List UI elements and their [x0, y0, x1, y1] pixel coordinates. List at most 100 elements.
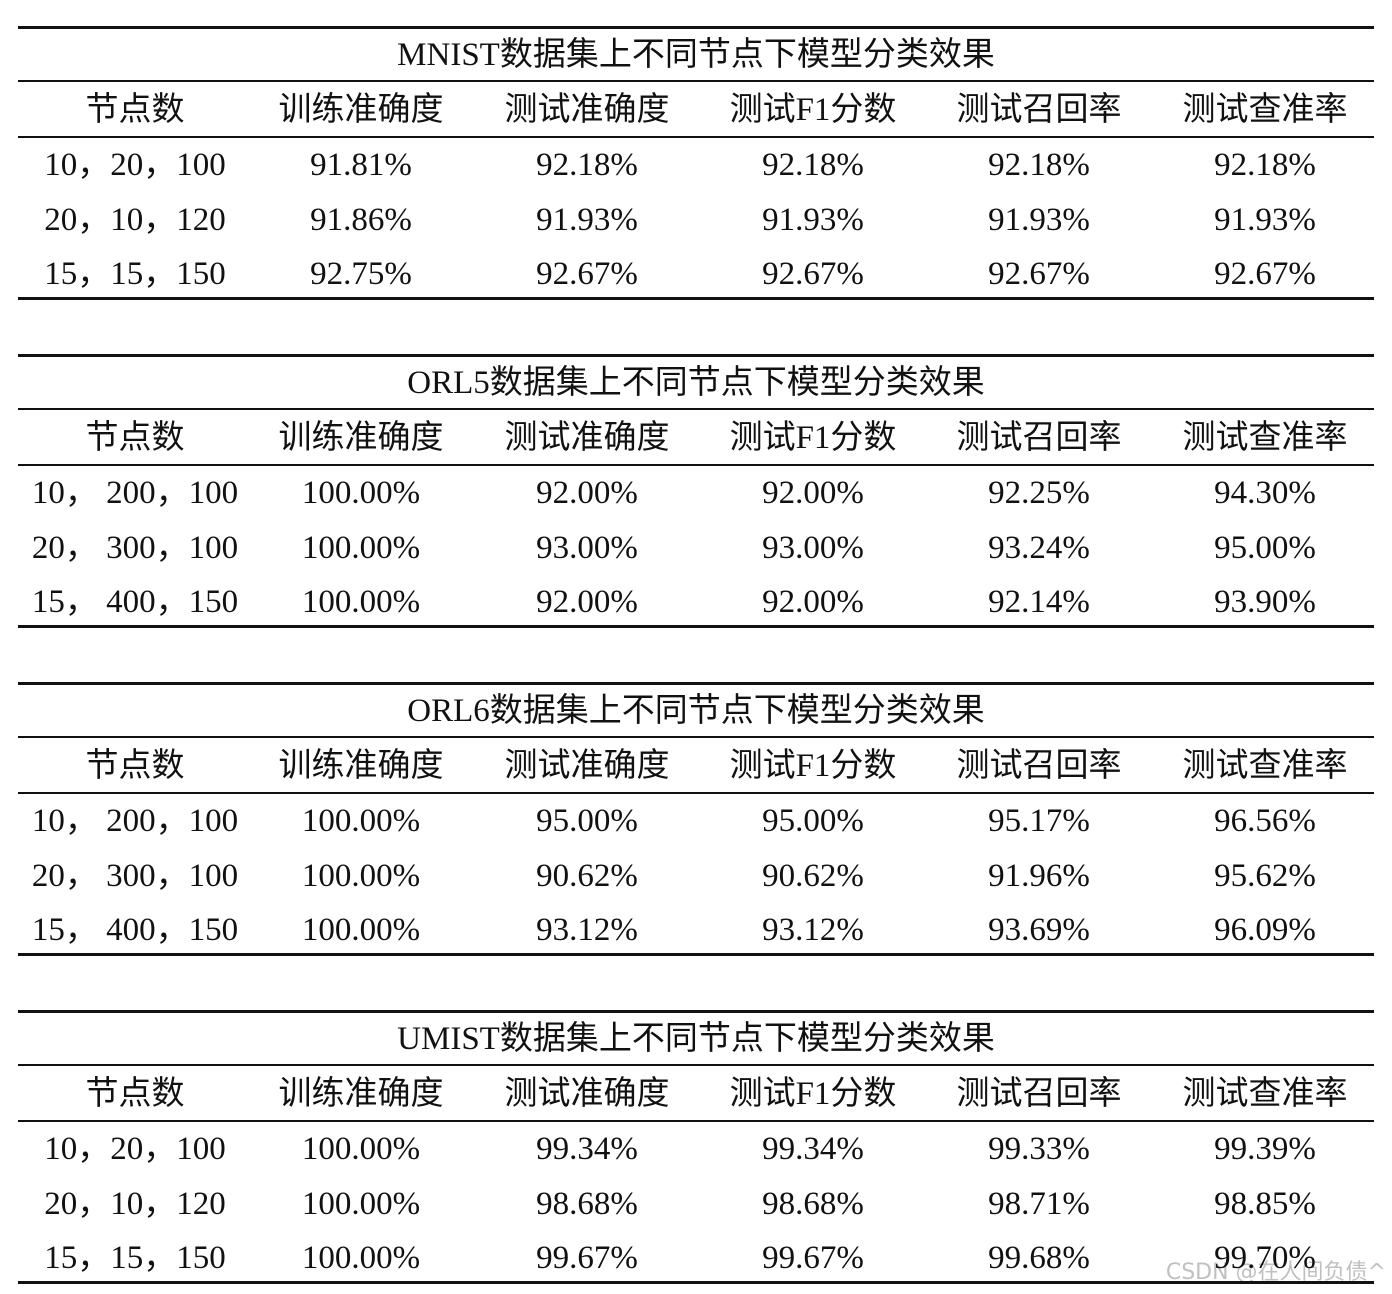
table-cell: 95.17% [988, 803, 1090, 839]
top-rule [18, 354, 1374, 357]
table-cell: 90.62% [536, 857, 638, 894]
table-cell: 100.00% [301, 584, 421, 620]
table-cell: 95.00% [762, 803, 864, 839]
header-cell: 测试F1分数 [729, 92, 897, 128]
table-cell: 90.62% [762, 857, 864, 894]
table-cell: 20， 300，100 [31, 529, 239, 566]
table-cell: 91.93% [762, 201, 864, 238]
table-cell: 10，20，100 [44, 1131, 226, 1167]
table-cell: 100.00% [301, 803, 421, 839]
table-cell: 100.00% [301, 1131, 421, 1167]
rule [18, 1120, 1374, 1122]
table-cell: 93.00% [762, 529, 864, 566]
table-cell: 92.14% [988, 584, 1090, 620]
header-cell: 测试F1分数 [729, 420, 897, 456]
table-cell: 10， 200，100 [31, 475, 239, 511]
table-title: ORL6数据集上不同节点下模型分类效果 [407, 693, 985, 729]
header-cell: 测试F1分数 [729, 748, 897, 784]
table-cell: 92.00% [536, 475, 638, 511]
rule [18, 792, 1374, 794]
table-cell: 92.75% [310, 256, 412, 292]
table-title: UMIST数据集上不同节点下模型分类效果 [397, 1021, 995, 1057]
table-cell: 93.12% [762, 912, 864, 948]
header-cell: 测试准确度 [504, 748, 670, 784]
table-cell: 93.90% [1214, 584, 1316, 620]
header-cell: 训练准确度 [278, 1076, 444, 1112]
header-cell: 节点数 [85, 1076, 185, 1112]
table-cell: 98.68% [762, 1185, 864, 1222]
header-cell: 节点数 [85, 92, 185, 128]
table-cell: 100.00% [301, 1185, 421, 1222]
table-cell: 20，10，120 [44, 201, 226, 238]
table-cell: 92.25% [988, 475, 1090, 511]
table-cell: 100.00% [301, 1240, 421, 1276]
top-rule [18, 26, 1374, 29]
header-cell: 节点数 [85, 748, 185, 784]
table-cell: 99.67% [762, 1240, 864, 1276]
table-cell: 92.67% [762, 256, 864, 292]
top-rule [18, 1010, 1374, 1013]
top-rule [18, 682, 1374, 685]
table-cell: 99.68% [988, 1240, 1090, 1276]
table-cell: 91.81% [310, 147, 412, 183]
table-cell: 93.24% [988, 529, 1090, 566]
table-cell: 96.56% [1214, 803, 1316, 839]
table-cell: 91.96% [988, 857, 1090, 894]
header-cell: 测试召回率 [956, 420, 1122, 456]
table-cell: 10， 200，100 [31, 803, 239, 839]
rule [18, 408, 1374, 410]
table-cell: 95.00% [1214, 529, 1316, 566]
header-cell: 测试准确度 [504, 420, 670, 456]
bottom-rule [18, 625, 1374, 628]
table-cell: 92.00% [536, 584, 638, 620]
table-cell: 91.86% [310, 201, 412, 238]
table-cell: 91.93% [988, 201, 1090, 238]
table-cell: 93.12% [536, 912, 638, 948]
table-cell: 98.85% [1214, 1185, 1316, 1222]
table-cell: 100.00% [301, 857, 421, 894]
table-cell: 99.39% [1214, 1131, 1316, 1167]
bottom-rule [18, 297, 1374, 300]
table-cell: 92.67% [988, 256, 1090, 292]
header-cell: 测试查准率 [1182, 420, 1348, 456]
table-cell: 96.09% [1214, 912, 1316, 948]
rule [18, 136, 1374, 138]
table-cell: 92.18% [1214, 147, 1316, 183]
rule [18, 1064, 1374, 1066]
table-cell: 95.62% [1214, 857, 1316, 894]
table-title: ORL5数据集上不同节点下模型分类效果 [407, 365, 985, 401]
table-cell: 99.33% [988, 1131, 1090, 1167]
rule [18, 80, 1374, 82]
table-cell: 20， 300，100 [31, 857, 239, 894]
table-cell: 100.00% [301, 912, 421, 948]
header-cell: 训练准确度 [278, 92, 444, 128]
table-cell: 92.00% [762, 584, 864, 620]
rule [18, 464, 1374, 466]
header-cell: 测试召回率 [956, 1076, 1122, 1112]
bottom-rule [18, 953, 1374, 956]
table-cell: 92.18% [988, 147, 1090, 183]
table-cell: 100.00% [301, 529, 421, 566]
table-cell: 95.00% [536, 803, 638, 839]
header-cell: 训练准确度 [278, 748, 444, 784]
table-cell: 10，20，100 [44, 147, 226, 183]
header-cell: 节点数 [85, 420, 185, 456]
header-cell: 测试召回率 [956, 92, 1122, 128]
table-title: MNIST数据集上不同节点下模型分类效果 [397, 37, 995, 73]
table-cell: 92.67% [536, 256, 638, 292]
table-cell: 92.18% [762, 147, 864, 183]
table-cell: 100.00% [301, 475, 421, 511]
header-cell: 测试准确度 [504, 92, 670, 128]
header-cell: 测试查准率 [1182, 92, 1348, 128]
table-cell: 99.34% [762, 1131, 864, 1167]
table-cell: 99.67% [536, 1240, 638, 1276]
table-cell: 91.93% [536, 201, 638, 238]
table-cell: 15， 400，150 [31, 584, 239, 620]
table-cell: 15，15，150 [44, 256, 226, 292]
watermark: CSDN @在人间负债^ [1165, 1260, 1386, 1285]
header-cell: 测试查准率 [1182, 1076, 1348, 1112]
header-cell: 训练准确度 [278, 420, 444, 456]
table-cell: 92.18% [536, 147, 638, 183]
table-cell: 99.34% [536, 1131, 638, 1167]
